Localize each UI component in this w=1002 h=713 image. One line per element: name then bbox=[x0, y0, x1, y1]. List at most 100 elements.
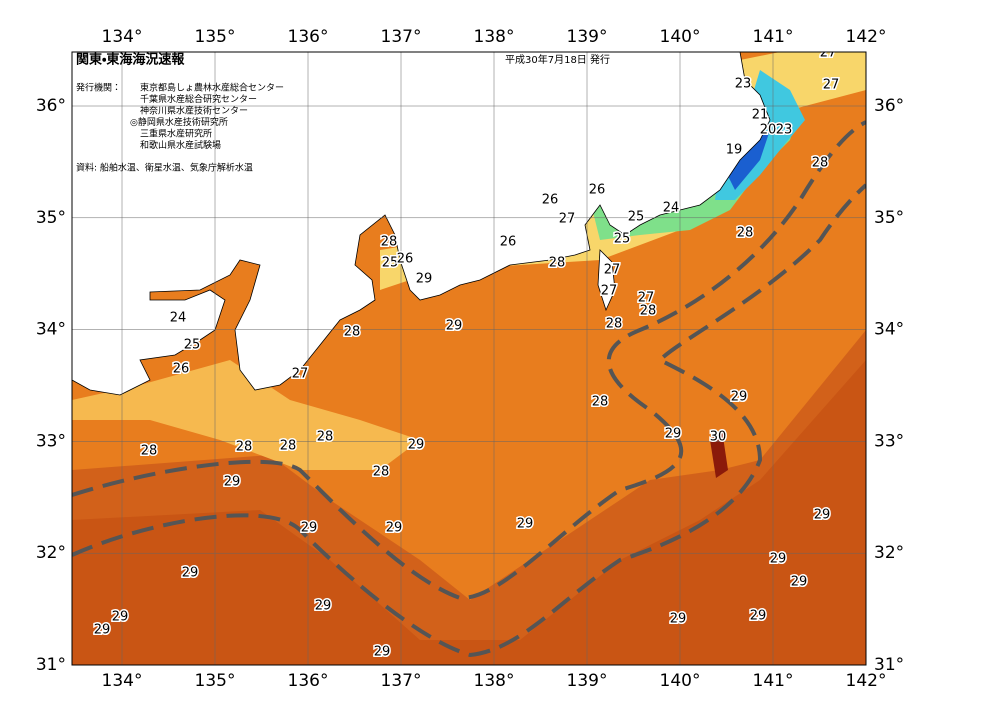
contour-label: 28 bbox=[381, 235, 398, 250]
contour-label: 29 bbox=[315, 599, 332, 614]
lon-tick-label: 141° bbox=[753, 27, 794, 47]
contour-label: 25 bbox=[382, 256, 399, 271]
issuers: 東京都島しょ農林水産総合センター千葉県水産総合研究センター神奈川県水産技術センタ… bbox=[130, 82, 284, 152]
lat-tick-label: 34° bbox=[874, 320, 904, 340]
land bbox=[72, 52, 771, 396]
contour-label: 29 bbox=[665, 427, 682, 442]
warm-core bbox=[710, 430, 728, 478]
contour-label: 29 bbox=[374, 645, 391, 660]
contour-label: 26 bbox=[173, 362, 190, 377]
lon-tick-label: 141° bbox=[753, 671, 794, 691]
contour-label: 29 bbox=[224, 475, 241, 490]
contour-label: 27 bbox=[604, 263, 621, 278]
contour-label: 28 bbox=[280, 439, 297, 454]
lat-tick-label: 36° bbox=[874, 96, 904, 116]
kuroshio bbox=[72, 120, 866, 658]
contour-label: 24 bbox=[170, 311, 187, 326]
issuer: 三重県水産研究所 bbox=[140, 128, 212, 140]
lat-tick-label: 31° bbox=[874, 655, 904, 675]
contour-label: 25 bbox=[184, 338, 201, 353]
contour-label: 28 bbox=[812, 156, 829, 171]
contour-label: 26 bbox=[542, 193, 559, 208]
lat-tick-label: 35° bbox=[36, 208, 66, 228]
contour-label: 28 bbox=[592, 395, 609, 410]
contour-label: 25 bbox=[614, 232, 631, 247]
contour-label: 27 bbox=[823, 78, 840, 93]
lon-tick-label: 138° bbox=[474, 27, 515, 47]
lat-tick-label: 32° bbox=[36, 543, 66, 563]
lon-tick-label: 140° bbox=[660, 671, 701, 691]
contour-label: 26 bbox=[500, 235, 517, 250]
contour-label: 30 bbox=[710, 430, 727, 445]
contour-label: 23 bbox=[735, 77, 752, 92]
contour-label: 29 bbox=[182, 566, 199, 581]
issuer: 和歌山県水産試験場 bbox=[140, 139, 221, 151]
lon-tick-label: 137° bbox=[381, 27, 422, 47]
contour-label: 29 bbox=[416, 272, 433, 287]
lat-tick-label: 36° bbox=[36, 96, 66, 116]
contour-label: 29 bbox=[517, 517, 534, 532]
lon-tick-label: 142° bbox=[846, 27, 887, 47]
contour-label: 28 bbox=[549, 256, 566, 271]
contour-label: 29 bbox=[770, 552, 787, 567]
kuroshio-axis bbox=[72, 120, 866, 601]
contour-label: 28 bbox=[640, 304, 657, 319]
contour-label: 29 bbox=[731, 390, 748, 405]
kuroshio-edge bbox=[72, 183, 866, 658]
contour-label: 29 bbox=[301, 521, 318, 536]
source: 資料: 船舶水温、衛星水温、気象庁解析水温 bbox=[76, 162, 253, 174]
contour-label: 25 bbox=[628, 210, 645, 225]
issuer: 東京都島しょ農林水産総合センター bbox=[140, 82, 284, 94]
contour-label: 29 bbox=[408, 438, 425, 453]
contour-label: 28 bbox=[373, 465, 390, 480]
issuers-label: 発行機関： bbox=[76, 82, 121, 94]
lon-tick-label: 139° bbox=[567, 671, 608, 691]
contour-label: 27 bbox=[559, 212, 576, 227]
contour-label: 28 bbox=[317, 430, 334, 445]
axis-labels: 134° 134° 135° 135° 136° 136° 137° 137° 138° 138°… bbox=[36, 27, 904, 691]
contour-label: 20 bbox=[760, 123, 777, 138]
lon-tick-label: 142° bbox=[846, 671, 887, 691]
contour-label: 24 bbox=[663, 201, 680, 216]
lat-tick-label: 33° bbox=[36, 431, 66, 451]
cold-core bbox=[725, 130, 770, 190]
contour-label: 29 bbox=[94, 623, 111, 638]
lat-tick-label: 31° bbox=[36, 655, 66, 675]
contour-label: 27 bbox=[601, 284, 618, 299]
lon-tick-label: 139° bbox=[567, 27, 608, 47]
contour-label: 27 bbox=[292, 367, 309, 382]
contour-label: 27 bbox=[638, 291, 655, 306]
lat-tick-label: 32° bbox=[874, 543, 904, 563]
contour-label: 29 bbox=[670, 612, 687, 627]
warm-area bbox=[72, 360, 866, 665]
contour-label: 23 bbox=[776, 123, 793, 138]
cool-area bbox=[72, 360, 420, 470]
contour-label: 29 bbox=[814, 508, 831, 523]
lon-tick-label: 138° bbox=[474, 671, 515, 691]
issue-date: 平成30年7月18日 発行 bbox=[505, 53, 610, 66]
lat-tick-label: 35° bbox=[874, 208, 904, 228]
contour-label: 19 bbox=[726, 143, 743, 158]
lon-tick-label: 135° bbox=[195, 27, 236, 47]
lon-tick-label: 137° bbox=[381, 671, 422, 691]
grid bbox=[72, 52, 866, 665]
contour-label: 21 bbox=[752, 108, 769, 123]
lon-tick-label: 136° bbox=[288, 27, 329, 47]
lon-tick-label: 136° bbox=[288, 671, 329, 691]
lon-tick-label: 140° bbox=[660, 27, 701, 47]
lon-tick-label: 135° bbox=[195, 671, 236, 691]
contour-label: 27 bbox=[820, 46, 837, 61]
title: 関東・東海海況速報 bbox=[76, 52, 185, 68]
contour-label: 28 bbox=[236, 440, 253, 455]
land bbox=[597, 249, 616, 312]
lon-tick-label: 134° bbox=[102, 27, 143, 47]
contour-label: 28 bbox=[737, 226, 754, 241]
contour-label: 26 bbox=[589, 183, 606, 198]
contour-label: 28 bbox=[344, 325, 361, 340]
contour-label: 29 bbox=[386, 521, 403, 536]
issuer: 神奈川県水産技術センター bbox=[140, 105, 248, 117]
lon-tick-label: 134° bbox=[102, 671, 143, 691]
map-frame bbox=[71, 51, 867, 666]
